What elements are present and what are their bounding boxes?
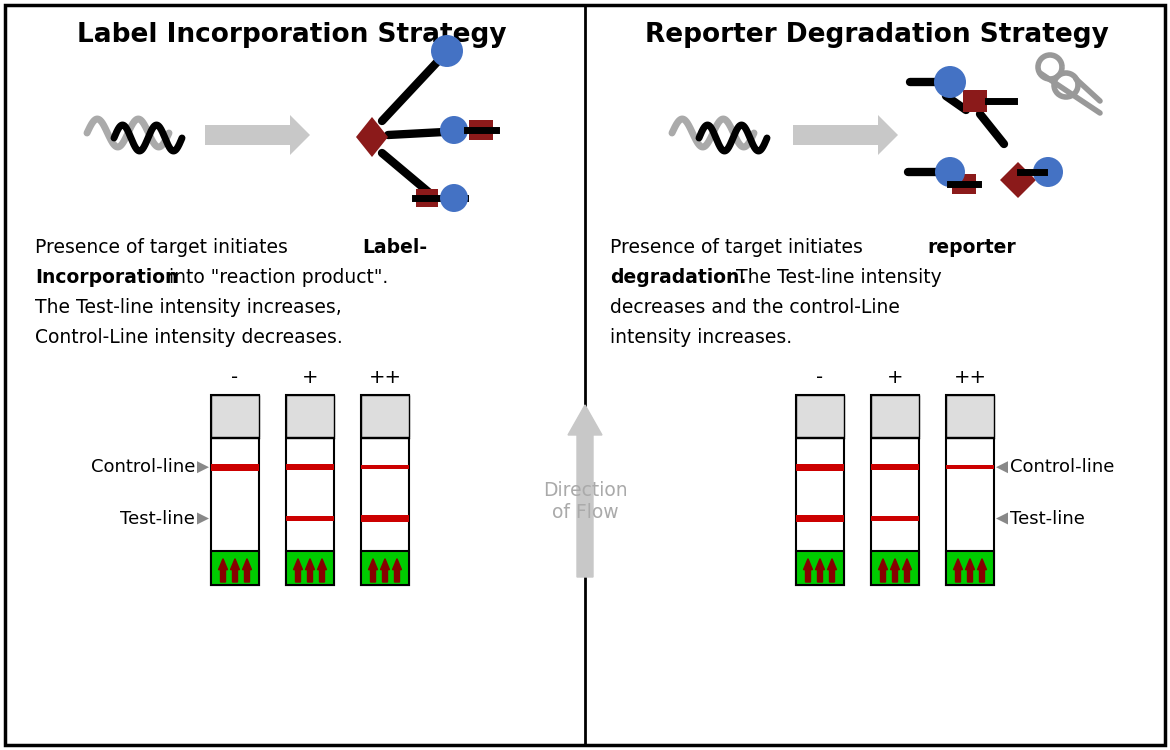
FancyArrow shape	[294, 559, 303, 582]
FancyArrow shape	[827, 559, 837, 582]
Polygon shape	[197, 461, 209, 473]
Text: intensity increases.: intensity increases.	[610, 328, 792, 347]
Bar	[285, 550, 333, 585]
FancyArrow shape	[890, 559, 900, 582]
FancyArrow shape	[965, 559, 975, 582]
Text: Label-: Label-	[362, 238, 427, 257]
Text: decreases and the control-Line: decreases and the control-Line	[610, 298, 900, 317]
Text: +: +	[302, 368, 318, 387]
FancyArrow shape	[392, 559, 401, 582]
Bar	[947, 395, 994, 436]
Bar	[796, 515, 844, 522]
Text: Presence of target initiates: Presence of target initiates	[610, 238, 869, 257]
Text: Reporter Degradation Strategy: Reporter Degradation Strategy	[645, 22, 1109, 48]
Circle shape	[440, 116, 468, 144]
Bar	[285, 464, 333, 470]
FancyArrow shape	[219, 559, 227, 582]
Bar	[362, 395, 409, 585]
Bar	[796, 550, 844, 585]
Bar	[870, 395, 918, 436]
FancyArrow shape	[317, 559, 326, 582]
Bar	[362, 465, 409, 470]
Text: into "reaction product".: into "reaction product".	[163, 268, 388, 287]
Bar	[211, 464, 259, 471]
Bar	[211, 550, 259, 585]
Circle shape	[440, 184, 468, 212]
Text: Control-line: Control-line	[1010, 458, 1114, 476]
Circle shape	[431, 35, 463, 67]
Polygon shape	[356, 117, 388, 157]
FancyArrow shape	[567, 405, 603, 577]
FancyArrow shape	[977, 559, 986, 582]
FancyArrow shape	[804, 559, 812, 582]
Text: The Test-line intensity: The Test-line intensity	[730, 268, 942, 287]
Bar	[417, 189, 438, 207]
Text: degradation.: degradation.	[610, 268, 746, 287]
FancyArrow shape	[954, 559, 963, 582]
Text: The Test-line intensity increases,: The Test-line intensity increases,	[35, 298, 342, 317]
Text: Direction
of Flow: Direction of Flow	[543, 481, 627, 521]
Bar	[211, 395, 259, 436]
Text: +: +	[887, 368, 903, 387]
Bar	[870, 516, 918, 521]
FancyArrow shape	[305, 559, 315, 582]
Text: -: -	[817, 368, 824, 387]
Bar	[285, 395, 333, 436]
Polygon shape	[793, 115, 899, 155]
Bar	[947, 395, 994, 585]
Polygon shape	[197, 512, 209, 524]
Text: Test-line: Test-line	[1010, 509, 1085, 527]
Text: Control-line: Control-line	[90, 458, 195, 476]
Bar	[947, 465, 994, 470]
Text: Incorporation: Incorporation	[35, 268, 178, 287]
Text: -: -	[232, 368, 239, 387]
FancyArrow shape	[879, 559, 888, 582]
Circle shape	[1033, 157, 1064, 187]
FancyArrow shape	[369, 559, 378, 582]
Text: Label Incorporation Strategy: Label Incorporation Strategy	[77, 22, 507, 48]
FancyArrow shape	[230, 559, 240, 582]
FancyArrow shape	[815, 559, 825, 582]
Polygon shape	[205, 115, 310, 155]
Bar	[952, 174, 976, 194]
Bar	[947, 550, 994, 585]
Bar	[285, 395, 333, 585]
Bar	[285, 516, 333, 521]
Bar	[870, 464, 918, 470]
Bar	[362, 515, 409, 522]
Circle shape	[935, 157, 965, 187]
Polygon shape	[996, 461, 1009, 473]
Bar	[796, 464, 844, 471]
Text: Test-line: Test-line	[121, 509, 195, 527]
Bar	[362, 395, 409, 436]
FancyArrow shape	[380, 559, 390, 582]
Text: ++: ++	[954, 368, 986, 387]
Circle shape	[934, 66, 966, 98]
Bar	[870, 550, 918, 585]
Polygon shape	[996, 512, 1009, 524]
Bar	[211, 395, 259, 585]
FancyArrow shape	[902, 559, 911, 582]
Text: ++: ++	[369, 368, 401, 387]
Bar	[796, 395, 844, 585]
Polygon shape	[1000, 162, 1035, 198]
FancyArrow shape	[242, 559, 252, 582]
Bar	[796, 395, 844, 436]
Text: Presence of target initiates: Presence of target initiates	[35, 238, 294, 257]
Text: reporter: reporter	[927, 238, 1016, 257]
Bar	[870, 395, 918, 585]
Text: Control-Line intensity decreases.: Control-Line intensity decreases.	[35, 328, 343, 347]
Bar	[362, 550, 409, 585]
Bar	[469, 120, 493, 140]
Bar	[963, 90, 987, 112]
